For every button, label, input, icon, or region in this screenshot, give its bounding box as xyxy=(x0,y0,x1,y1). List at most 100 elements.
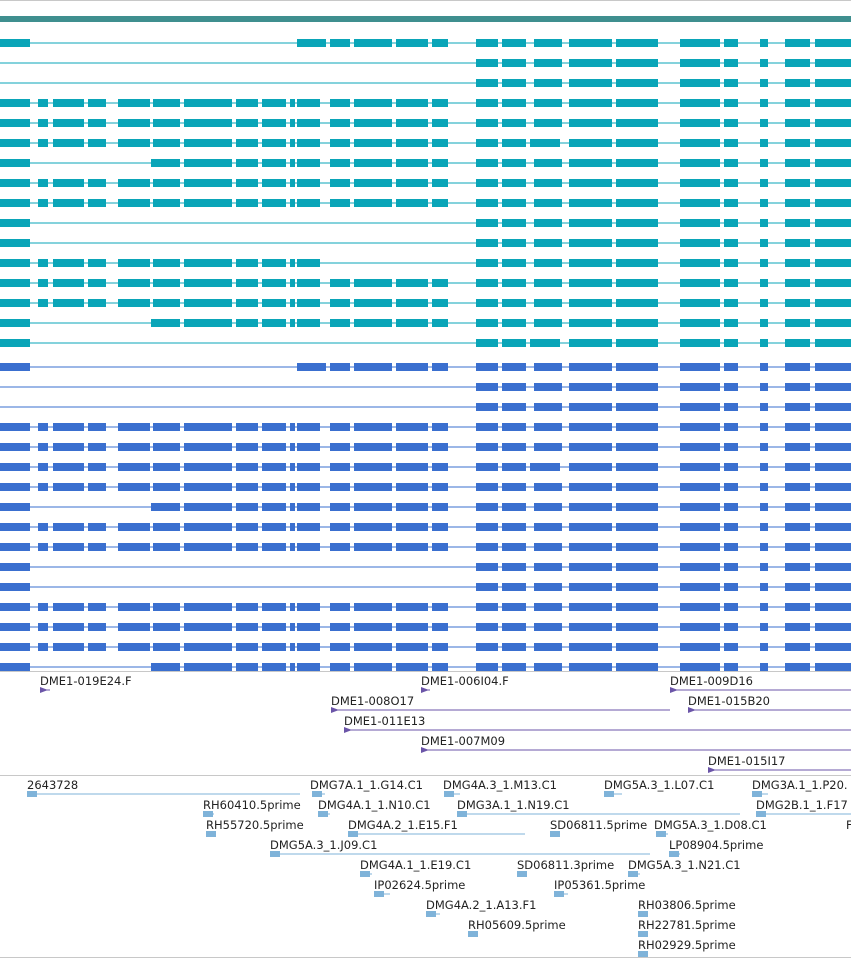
teal-transcript-4-exon-9 xyxy=(534,99,562,107)
teal-transcript-5-exon-5 xyxy=(290,119,295,127)
blue-transcript-10-exon-4 xyxy=(153,543,180,551)
clone-arrow-c3 xyxy=(670,687,678,693)
est-label-e23[interactable]: RH03806.5prime xyxy=(638,898,736,912)
blue-transcript-6-exon-1 xyxy=(38,463,48,471)
teal-transcript-16-exon-5 xyxy=(785,339,810,347)
blue-transcript-3-exon-3 xyxy=(724,403,738,411)
teal-transcript-16-exon-6 xyxy=(815,339,851,347)
est-label-e12[interactable]: SD06811.5prime xyxy=(550,818,648,832)
blue-transcript-4-exon-7 xyxy=(354,423,392,431)
blue-transcript-10-exon-7 xyxy=(396,543,428,551)
est-label-e7[interactable]: DMG4A.1_1.N10.C1 xyxy=(318,798,431,812)
est-label-e18[interactable]: SD06811.3prime xyxy=(517,858,615,872)
est-label-e22[interactable]: DMG4A.2_1.A13.F1 xyxy=(426,898,537,912)
clone-label-c5[interactable]: DME1-015B20 xyxy=(688,694,770,708)
blue-transcript-12-exon-1 xyxy=(476,583,498,591)
est-label-e13[interactable]: DMG5A.3_1.D08.C1 xyxy=(654,818,767,832)
clone-label-c1[interactable]: DME1-019E24.F xyxy=(40,674,132,688)
clone-label-c4[interactable]: DME1-008O17 xyxy=(331,694,415,708)
teal-transcript-13-exon-7 xyxy=(396,279,428,287)
est-label-e26[interactable]: RH02929.5prime xyxy=(638,938,736,952)
teal-transcript-7-exon-5 xyxy=(476,159,498,167)
blue-transcript-9-exon-10 xyxy=(616,523,658,531)
teal-transcript-13-exon-14 xyxy=(815,279,851,287)
clone-label-c3[interactable]: DME1-009D16 xyxy=(670,674,753,688)
blue-transcript-15-exon-7 xyxy=(354,643,392,651)
blue-transcript-5-exon-7 xyxy=(396,443,428,451)
clone-label-c6[interactable]: DME1-011E13 xyxy=(344,714,426,728)
teal-transcript-6-exon-10 xyxy=(724,139,738,147)
clone-label-c8[interactable]: DME1-015I17 xyxy=(708,754,786,768)
blue-transcript-8-exon-11 xyxy=(815,503,851,511)
blue-transcript-6-exon-10 xyxy=(680,463,720,471)
est-label-e6[interactable]: RH60410.5prime xyxy=(203,798,301,812)
est-label-e2[interactable]: DMG7A.1_1.G14.C1 xyxy=(310,778,423,792)
teal-transcript-11-exon-1 xyxy=(476,239,498,247)
teal-transcript-8-exon-10 xyxy=(616,179,658,187)
est-block-18 xyxy=(628,871,638,877)
blue-transcript-15-exon-7 xyxy=(396,643,428,651)
teal-transcript-6-exon-7 xyxy=(396,139,428,147)
est-label-e17[interactable]: DMG4A.1_1.E19.C1 xyxy=(360,858,472,872)
blue-transcript-3-exon-2 xyxy=(616,403,658,411)
teal-transcript-8-exon-9 xyxy=(534,179,562,187)
blue-transcript-13-exon-2 xyxy=(53,603,84,611)
blue-transcript-14-exon-5 xyxy=(184,623,232,631)
est-block-25 xyxy=(638,951,648,957)
est-label-e10[interactable]: RH55720.5prime xyxy=(206,818,304,832)
blue-transcript-15-exon-7 xyxy=(330,643,350,651)
teal-transcript-14-exon-7 xyxy=(354,299,392,307)
est-label-e1[interactable]: 2643728 xyxy=(27,778,79,792)
teal-transcript-7-exon-5 xyxy=(502,159,526,167)
est-label-e19[interactable]: DMG5A.3_1.N21.C1 xyxy=(628,858,741,872)
est-label-e3[interactable]: DMG4A.3_1.M13.C1 xyxy=(443,778,557,792)
teal-transcript-5-exon-11 xyxy=(724,119,738,127)
teal-transcript-14-exon-8 xyxy=(476,299,498,307)
teal-transcript-14-exon-5 xyxy=(290,299,295,307)
teal-transcript-5-exon-3 xyxy=(118,119,150,127)
teal-transcript-1-exon-8 xyxy=(815,39,851,47)
est-label-e15[interactable]: DMG5A.3_1.J09.C1 xyxy=(270,838,378,852)
teal-transcript-4-exon-12 xyxy=(760,99,768,107)
est-label-e16[interactable]: LP08904.5prime xyxy=(669,838,764,852)
teal-transcript-4-exon-14 xyxy=(815,99,851,107)
teal-transcript-12-exon-8 xyxy=(534,259,562,267)
blue-transcript-12-exon-2 xyxy=(534,583,562,591)
blue-transcript-4-exon-5 xyxy=(236,423,258,431)
teal-transcript-2-exon-5 xyxy=(785,59,810,67)
teal-transcript-6-exon-5 xyxy=(290,139,295,147)
est-label-e9[interactable]: DMG2B.1_1.F17 xyxy=(756,798,848,812)
blue-transcript-16-exon-2 xyxy=(262,663,286,671)
clone-label-c2[interactable]: DME1-006I04.F xyxy=(421,674,509,688)
est-label-e14[interactable]: F xyxy=(846,818,851,832)
est-label-e8[interactable]: DMG3A.1_1.N19.C1 xyxy=(457,798,570,812)
blue-transcript-15-exon-5 xyxy=(262,643,286,651)
blue-transcript-1-exon-5 xyxy=(724,363,738,371)
teal-transcript-15-exon-10 xyxy=(785,319,810,327)
blue-transcript-6-exon-7 xyxy=(354,463,392,471)
blue-transcript-16-exon-0 xyxy=(0,663,30,671)
teal-transcript-7-exon-1 xyxy=(151,159,180,167)
est-label-e20[interactable]: IP02624.5prime xyxy=(374,878,466,892)
est-label-e21[interactable]: IP05361.5prime xyxy=(554,878,646,892)
teal-transcript-3-exon-5 xyxy=(785,79,810,87)
teal-transcript-15-exon-2 xyxy=(184,319,232,327)
blue-transcript-3-exon-0 xyxy=(476,403,498,411)
est-label-e24[interactable]: RH05609.5prime xyxy=(468,918,566,932)
est-label-e11[interactable]: DMG4A.2_1.E15.F1 xyxy=(348,818,458,832)
teal-transcript-5-exon-7 xyxy=(354,119,392,127)
blue-transcript-7-exon-13 xyxy=(785,483,810,491)
teal-transcript-14-exon-0 xyxy=(0,299,30,307)
est-label-e5[interactable]: DMG3A.1_1.P20. xyxy=(752,778,848,792)
teal-transcript-5-exon-10 xyxy=(569,119,612,127)
blue-transcript-15-exon-12 xyxy=(760,643,768,651)
est-label-e25[interactable]: RH22781.5prime xyxy=(638,918,736,932)
blue-transcript-10-exon-3 xyxy=(118,543,150,551)
teal-transcript-14-exon-7 xyxy=(432,299,448,307)
blue-transcript-5-exon-5 xyxy=(262,443,286,451)
clone-label-c7[interactable]: DME1-007M09 xyxy=(421,734,506,748)
est-label-e4[interactable]: DMG5A.3_1.L07.C1 xyxy=(604,778,715,792)
blue-transcript-5-exon-14 xyxy=(815,443,851,451)
teal-transcript-1-exon-2 xyxy=(476,39,498,47)
